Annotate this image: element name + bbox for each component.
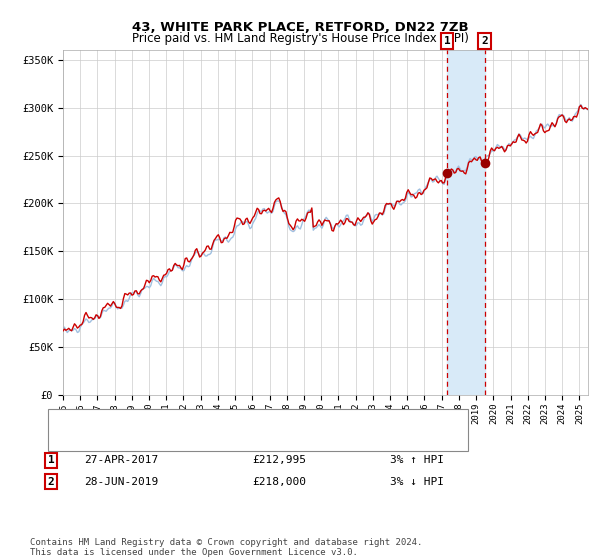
Text: 3% ↓ HPI: 3% ↓ HPI (390, 477, 444, 487)
Text: 1: 1 (47, 455, 55, 465)
Text: HPI: Average price, detached house, Bassetlaw: HPI: Average price, detached house, Bass… (87, 432, 368, 442)
Text: Price paid vs. HM Land Registry's House Price Index (HPI): Price paid vs. HM Land Registry's House … (131, 32, 469, 45)
Text: 28-JUN-2019: 28-JUN-2019 (84, 477, 158, 487)
Text: Contains HM Land Registry data © Crown copyright and database right 2024.
This d: Contains HM Land Registry data © Crown c… (30, 538, 422, 557)
Text: £218,000: £218,000 (252, 477, 306, 487)
Bar (447, 50, 485, 395)
Text: 2: 2 (47, 477, 55, 487)
Text: 1: 1 (444, 36, 451, 46)
Text: 43, WHITE PARK PLACE, RETFORD, DN22 7ZB (detached house): 43, WHITE PARK PLACE, RETFORD, DN22 7ZB … (87, 414, 437, 424)
Text: 43, WHITE PARK PLACE, RETFORD, DN22 7ZB: 43, WHITE PARK PLACE, RETFORD, DN22 7ZB (131, 21, 469, 34)
Text: 3% ↑ HPI: 3% ↑ HPI (390, 455, 444, 465)
Text: £212,995: £212,995 (252, 455, 306, 465)
Text: 2: 2 (481, 36, 488, 46)
Text: 27-APR-2017: 27-APR-2017 (84, 455, 158, 465)
